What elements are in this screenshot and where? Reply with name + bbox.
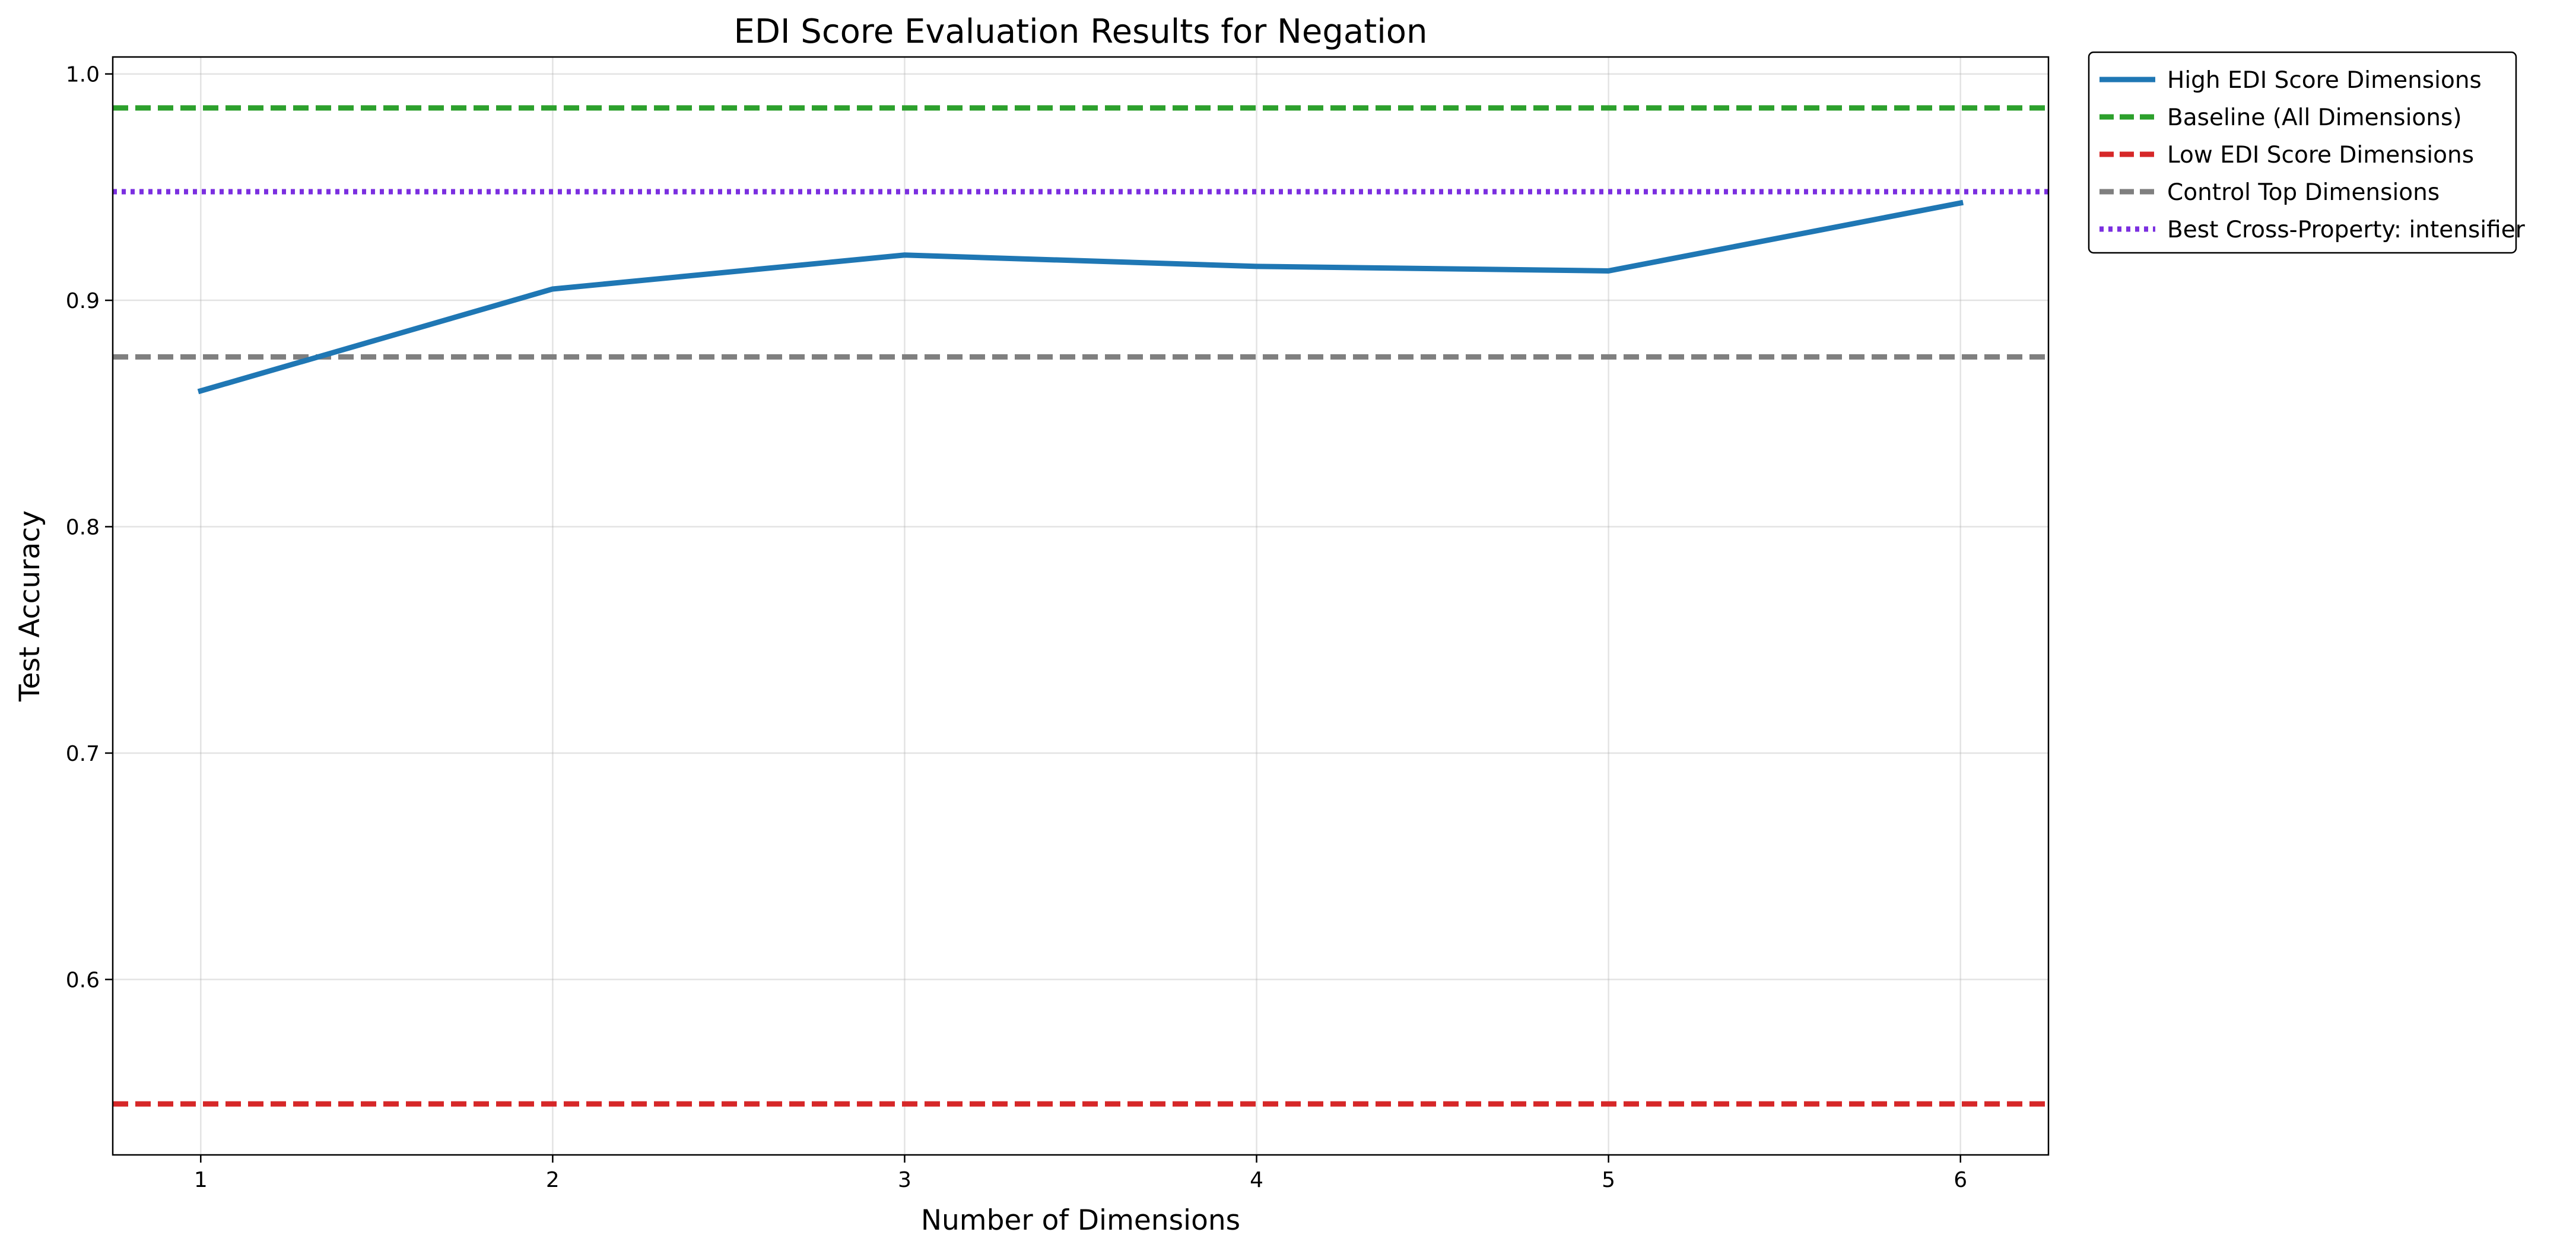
legend-label: Low EDI Score Dimensions bbox=[2167, 142, 2474, 169]
x-tick-label: 3 bbox=[898, 1168, 911, 1192]
x-axis-label: Number of Dimensions bbox=[921, 1204, 1240, 1237]
plot-frame bbox=[112, 56, 2050, 1156]
grid bbox=[113, 57, 2048, 1155]
y-axis-label: Test Accuracy bbox=[14, 510, 46, 702]
x-axis: 1 2 3 4 5 6 bbox=[194, 1155, 1967, 1192]
series-line-high-edi-score-dimensions bbox=[197, 199, 1964, 395]
y-tick-label: 1.0 bbox=[66, 63, 100, 87]
legend-label: Control Top Dimensions bbox=[2167, 179, 2440, 206]
plot-area bbox=[113, 57, 2048, 1155]
x-tick-label: 6 bbox=[1954, 1168, 1967, 1192]
x-tick-label: 2 bbox=[546, 1168, 560, 1192]
legend-label: Baseline (All Dimensions) bbox=[2167, 104, 2462, 131]
x-tick-label: 4 bbox=[1250, 1168, 1263, 1192]
reference-lines bbox=[113, 105, 2048, 1107]
legend-label: High EDI Score Dimensions bbox=[2167, 67, 2482, 94]
x-tick-label: 1 bbox=[194, 1168, 208, 1192]
series-lines bbox=[197, 199, 1964, 395]
y-tick-label: 0.9 bbox=[66, 289, 100, 313]
x-tick-label: 5 bbox=[1602, 1168, 1615, 1192]
legend-frame bbox=[2088, 51, 2517, 254]
y-tick-label: 0.7 bbox=[66, 742, 100, 766]
y-axis: 0.6 0.7 0.8 0.9 1.0 bbox=[66, 63, 113, 992]
legend: High EDI Score Dimensions Baseline (All D… bbox=[2088, 51, 2526, 254]
y-tick-label: 0.6 bbox=[66, 968, 100, 992]
chart-title: EDI Score Evaluation Results for Negatio… bbox=[733, 12, 1427, 51]
legend-label: Best Cross-Property: intensifier bbox=[2167, 217, 2526, 243]
y-tick-label: 0.8 bbox=[66, 515, 100, 539]
legend-entries: High EDI Score Dimensions Baseline (All D… bbox=[2099, 67, 2526, 243]
